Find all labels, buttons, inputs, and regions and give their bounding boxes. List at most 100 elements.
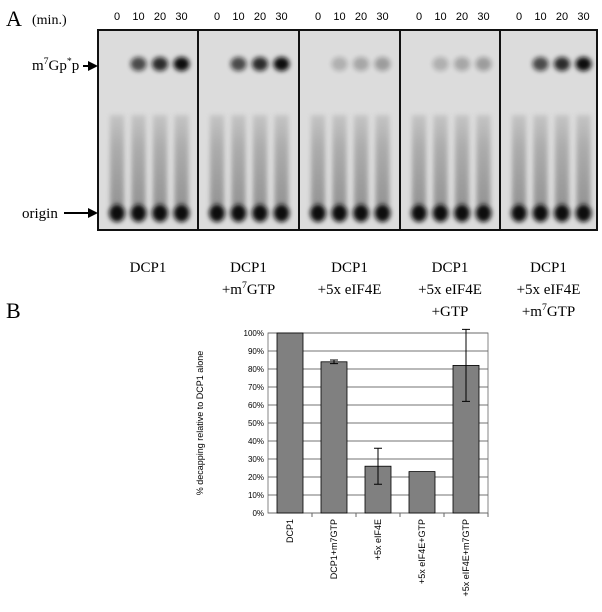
x-tick-label: +5x eIF4E+GTP: [417, 519, 427, 584]
time-label: 20: [556, 11, 568, 23]
origin-spot: [173, 204, 190, 222]
origin-spot: [454, 204, 470, 222]
text-part: m: [32, 58, 44, 74]
time-label: 20: [254, 11, 266, 23]
product-band: [554, 57, 570, 71]
product-band: [432, 57, 449, 71]
band-label: origin: [22, 206, 58, 222]
product-band: [252, 57, 268, 71]
product-band: [130, 57, 147, 71]
time-label: 10: [132, 11, 144, 23]
time-label: 0: [416, 11, 422, 23]
origin-spot: [554, 204, 570, 222]
superscript: 7: [542, 302, 547, 313]
time-label: 30: [477, 11, 489, 23]
text-part: p: [72, 58, 80, 74]
lane-smear: [253, 115, 267, 205]
text-part: DCP1: [432, 260, 469, 276]
origin-spot: [331, 204, 348, 222]
text-part: DCP1: [130, 260, 167, 276]
origin-spot: [353, 204, 369, 222]
product-band: [331, 57, 348, 71]
lane-smear: [512, 115, 526, 205]
origin-spot: [109, 204, 125, 222]
product-band: [273, 57, 290, 71]
time-unit: (min.): [32, 13, 67, 28]
origin-spot: [252, 204, 268, 222]
x-tick-label: DCP1+m7GTP: [329, 519, 339, 579]
lane-label: +m7GTP: [222, 280, 275, 298]
lane-smear: [311, 115, 325, 205]
product-band: [353, 57, 369, 71]
lane-smear: [576, 115, 591, 205]
product-band: [230, 57, 247, 71]
time-label: 10: [534, 11, 546, 23]
arrowhead: [88, 61, 98, 71]
time-label: 0: [516, 11, 522, 23]
y-tick-label: 60%: [248, 401, 264, 410]
band-label: m7Gp*p: [32, 56, 79, 74]
time-label: 20: [456, 11, 468, 23]
text-part: DCP1: [530, 260, 567, 276]
lane-label: DCP1: [530, 260, 567, 276]
bar: [276, 332, 304, 514]
lane-smear: [231, 115, 246, 205]
lane-smear: [131, 115, 146, 205]
product-band: [374, 57, 391, 71]
lane-label: DCP1: [432, 260, 469, 276]
superscript: 7: [242, 280, 247, 291]
origin-spot: [374, 204, 391, 222]
y-tick-label: 30%: [248, 455, 264, 464]
text-part: +GTP: [432, 304, 469, 320]
x-tick-label: DCP1: [285, 519, 295, 543]
text-part: +5x eIF4E: [418, 282, 482, 298]
text-part: DCP1: [331, 260, 368, 276]
time-label: 0: [214, 11, 220, 23]
time-label: 30: [175, 11, 187, 23]
origin-spot: [273, 204, 290, 222]
time-label: 10: [232, 11, 244, 23]
error-bar: [330, 359, 338, 365]
text-part: +5x eIF4E: [517, 282, 581, 298]
lane-smear: [476, 115, 491, 205]
y-tick-label: 70%: [248, 383, 264, 392]
text-part: GTP: [247, 282, 275, 298]
lane-label: +5x eIF4E: [517, 282, 581, 298]
origin-spot: [475, 204, 492, 222]
origin-spot: [310, 204, 326, 222]
origin-spot: [411, 204, 427, 222]
panel-label: A: [6, 6, 22, 31]
error-bar: [462, 328, 470, 402]
time-label: 0: [114, 11, 120, 23]
lane-smear: [455, 115, 469, 205]
panel-label: B: [6, 298, 21, 323]
bar-chart: 0% 10% 20% 30% 40% 50% 60% 70% 80% 90% 100% % decap…: [195, 328, 489, 597]
lane-label: DCP1: [230, 260, 267, 276]
y-tick-label: 50%: [248, 419, 264, 428]
product-band: [454, 57, 470, 71]
product-band: [575, 57, 592, 71]
bar: [408, 471, 436, 514]
lane-label: +5x eIF4E: [318, 282, 382, 298]
lane-smear: [174, 115, 189, 205]
lane-label: +m7GTP: [522, 302, 575, 320]
lane-smear: [433, 115, 448, 205]
lane-smear: [210, 115, 224, 205]
lane-smear: [555, 115, 569, 205]
time-label: 30: [376, 11, 388, 23]
y-tick-label: 20%: [248, 473, 264, 482]
product-band: [475, 57, 492, 71]
superscript: *: [67, 56, 72, 67]
y-tick-label: 90%: [248, 347, 264, 356]
lane-smear: [533, 115, 548, 205]
time-label: 10: [434, 11, 446, 23]
lane-label: +5x eIF4E: [418, 282, 482, 298]
lane-smear: [153, 115, 167, 205]
y-tick-label: 0%: [252, 509, 264, 518]
origin-spot: [209, 204, 225, 222]
lane-smear: [110, 115, 124, 205]
origin-spot: [511, 204, 527, 222]
y-tick-label: 10%: [248, 491, 264, 500]
y-tick-label: 100%: [244, 329, 264, 338]
